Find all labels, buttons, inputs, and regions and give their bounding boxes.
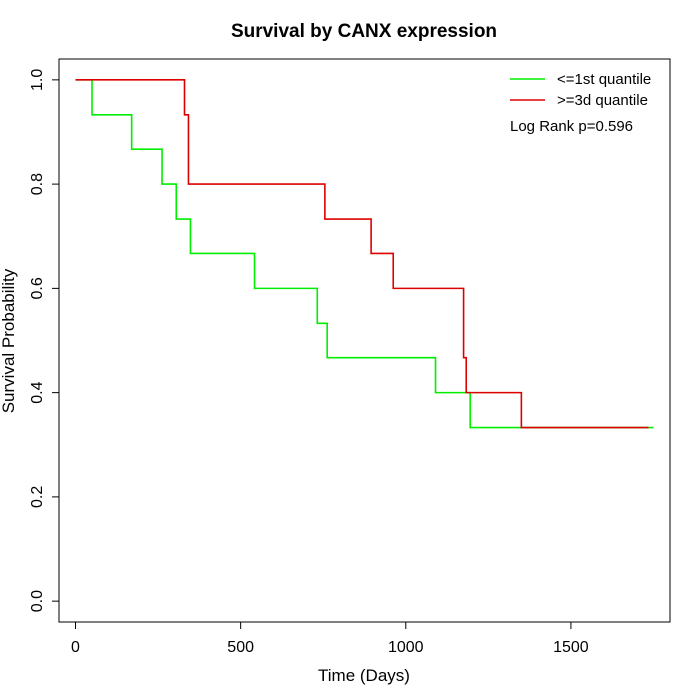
y-axis-label: Survival Probability <box>0 268 18 413</box>
y-tick-label: 1.0 <box>29 69 46 91</box>
y-tick-label: 0.8 <box>29 173 46 195</box>
x-axis-label: Time (Days) <box>318 666 410 685</box>
y-axis: 0.0 0.2 0.4 0.6 0.8 1.0 <box>29 69 60 612</box>
x-tick-label: 1000 <box>388 639 424 656</box>
legend-label-1: <=1st quantile <box>557 71 651 88</box>
plot-area-border <box>58 58 671 623</box>
chart-title: Survival by CANX expression <box>231 21 497 42</box>
series-line-1 <box>75 79 654 429</box>
series-layer <box>75 79 654 429</box>
legend-label-2: >=3d quantile <box>557 92 648 109</box>
y-tick-label: 0.4 <box>29 381 46 403</box>
x-axis: 0 500 1000 1500 <box>71 621 589 656</box>
y-tick-label: 0.0 <box>29 590 46 612</box>
series-line-2 <box>75 79 649 429</box>
x-tick-label: 0 <box>71 639 80 656</box>
logrank-annotation: Log Rank p=0.596 <box>510 118 633 135</box>
x-tick-label: 1500 <box>553 639 589 656</box>
y-tick-label: 0.6 <box>29 277 46 299</box>
x-tick-label: 500 <box>227 639 254 656</box>
y-tick-label: 0.2 <box>29 486 46 508</box>
legend: <=1st quantile >=3d quantile <box>510 71 651 109</box>
